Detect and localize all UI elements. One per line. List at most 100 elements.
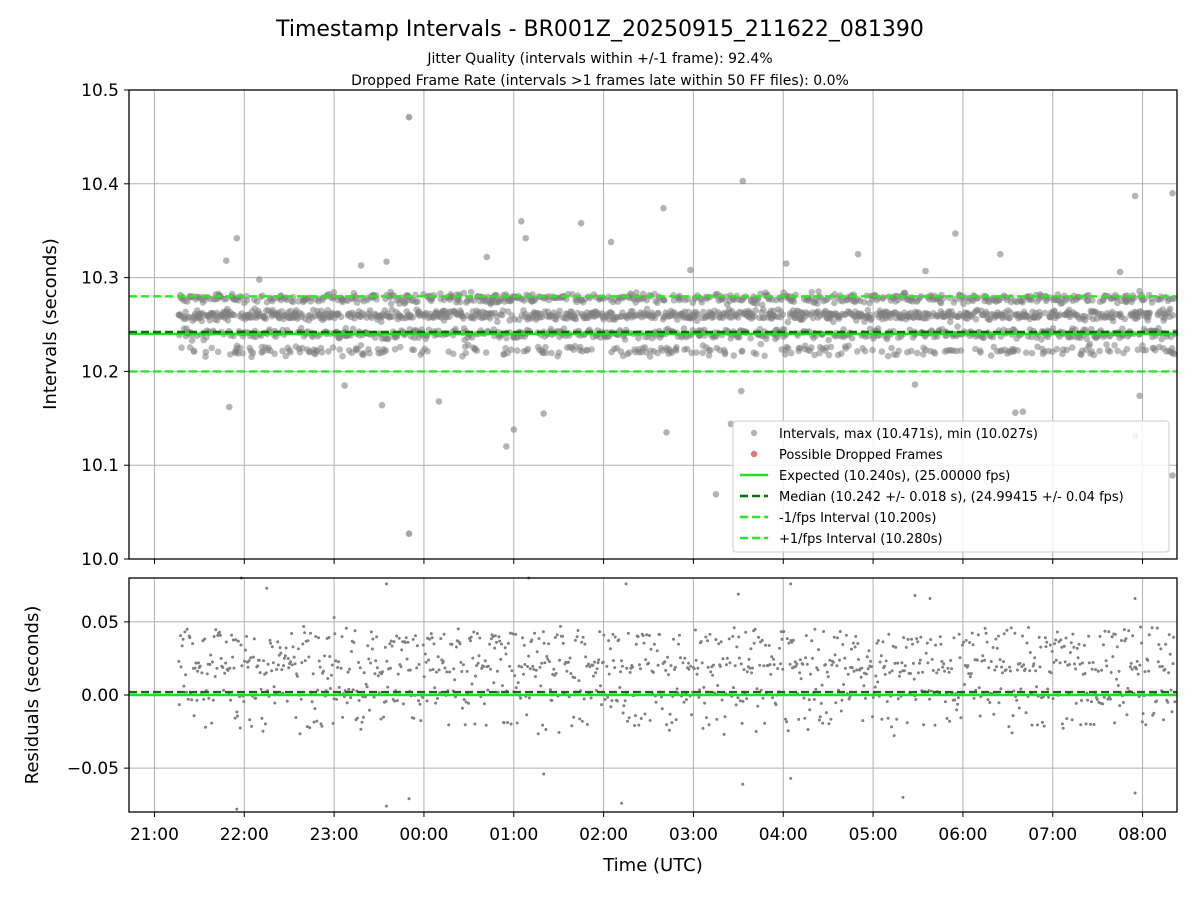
residual-point — [190, 698, 194, 702]
residual-point — [1052, 660, 1056, 664]
residual-point — [372, 695, 376, 699]
residual-point — [452, 667, 456, 671]
residual-point — [911, 661, 915, 665]
residual-point — [1156, 660, 1160, 664]
residual-point — [651, 670, 655, 674]
residual-point — [328, 655, 332, 658]
residual-point — [798, 671, 802, 675]
residual-point — [431, 668, 435, 671]
residual-point — [617, 638, 621, 642]
interval-point — [888, 344, 895, 352]
residual-point — [554, 672, 558, 675]
interval-point — [538, 313, 545, 321]
residual-point — [853, 645, 857, 649]
residual-point — [310, 700, 314, 704]
residual-point — [896, 697, 900, 701]
residual-point — [884, 659, 888, 663]
residual-point — [511, 632, 515, 636]
residual-point — [937, 668, 940, 672]
residual-point — [448, 670, 452, 674]
interval-outlier-point — [255, 276, 263, 283]
residual-point — [1127, 629, 1131, 633]
residual-point — [469, 639, 472, 643]
residual-point — [993, 668, 997, 672]
residual-outlier-point — [407, 797, 411, 801]
interval-point — [980, 334, 987, 342]
top-ytick-label: 10.3 — [81, 269, 119, 289]
residual-point — [639, 667, 642, 671]
residual-point — [748, 666, 752, 670]
residual-point — [785, 720, 789, 724]
residual-point — [1173, 700, 1177, 704]
residual-point — [1011, 714, 1015, 718]
residual-point — [497, 635, 501, 639]
residual-point — [941, 665, 945, 669]
interval-point — [507, 346, 515, 354]
residual-point — [926, 661, 930, 665]
residual-point — [525, 713, 529, 717]
residual-point — [273, 701, 277, 705]
residual-point — [709, 670, 713, 674]
x-tick-label: 05:00 — [849, 825, 898, 845]
residual-point — [377, 691, 381, 695]
residual-point — [270, 669, 274, 673]
interval-point — [1106, 348, 1114, 355]
interval-point — [337, 313, 345, 321]
residual-point — [1168, 652, 1172, 656]
residual-point — [898, 674, 901, 678]
residual-point — [620, 664, 624, 668]
interval-point — [1142, 346, 1150, 354]
residual-point — [236, 639, 240, 643]
residual-point — [1146, 658, 1150, 662]
interval-point — [339, 352, 346, 360]
residual-point — [538, 665, 542, 669]
residual-point — [719, 640, 723, 644]
residual-point — [1167, 671, 1171, 675]
residual-point — [291, 645, 295, 649]
residual-point — [384, 699, 388, 703]
residual-point — [1002, 660, 1005, 664]
interval-point — [814, 300, 821, 307]
interval-point — [1134, 346, 1142, 354]
residual-point — [774, 703, 778, 707]
residual-point — [1032, 662, 1036, 666]
residual-point — [1033, 656, 1037, 660]
residual-point — [1131, 634, 1135, 638]
residual-outlier-point — [901, 795, 905, 799]
residual-point — [180, 644, 184, 648]
residual-point — [758, 663, 762, 667]
residual-point — [224, 661, 228, 665]
interval-outlier-point — [1136, 392, 1143, 400]
residual-point — [867, 649, 871, 653]
interval-point — [414, 298, 421, 305]
residual-point — [361, 715, 365, 719]
residual-point — [828, 658, 832, 662]
residual-point — [791, 638, 795, 642]
residual-point — [1034, 669, 1038, 673]
residual-point — [491, 635, 495, 638]
residual-point — [702, 685, 706, 689]
residual-point — [687, 667, 691, 671]
residual-point — [1141, 712, 1145, 716]
interval-point — [673, 344, 680, 351]
residual-point — [347, 687, 351, 691]
residual-point — [584, 655, 588, 659]
residual-point — [813, 627, 817, 631]
residual-point — [957, 632, 961, 636]
residual-point — [591, 663, 595, 667]
residual-point — [1139, 625, 1143, 629]
interval-point — [336, 346, 344, 353]
residual-point — [613, 666, 617, 670]
interval-point — [542, 349, 550, 357]
residual-point — [940, 659, 944, 663]
residual-point — [528, 667, 532, 671]
residual-point — [543, 661, 547, 665]
residual-point — [714, 638, 718, 641]
residual-point — [536, 732, 540, 736]
residual-point — [1057, 640, 1061, 644]
residual-point — [738, 699, 742, 703]
residual-point — [339, 666, 343, 670]
residual-point — [503, 646, 507, 650]
residual-point — [1065, 717, 1069, 721]
residual-point — [1115, 677, 1118, 681]
